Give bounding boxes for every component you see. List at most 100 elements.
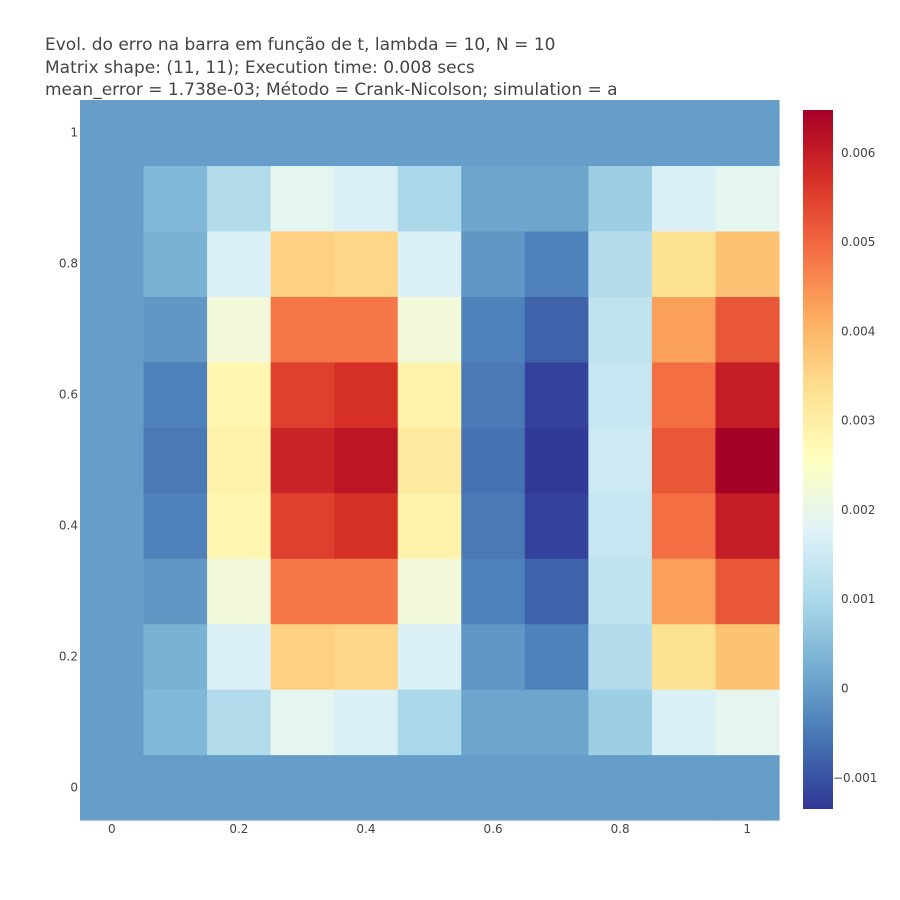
heatmap-cell: [334, 492, 399, 559]
colorbar-tick-label: 0: [841, 681, 849, 695]
heatmap-cell: [461, 165, 526, 232]
heatmap-cell: [143, 165, 208, 232]
y-tick-label: 1: [70, 126, 78, 140]
heatmap-cell: [524, 689, 589, 756]
heatmap-cell: [524, 100, 589, 167]
heatmap-cell: [143, 558, 208, 625]
heatmap-cell: [588, 165, 653, 232]
heatmap-cell: [715, 296, 780, 363]
heatmap-cell: [334, 623, 399, 690]
x-tick-label: 1: [743, 822, 751, 836]
heatmap-cell: [524, 558, 589, 625]
colorbar-tick-label: 0.005: [841, 235, 875, 249]
heatmap-cell: [143, 623, 208, 690]
colorbar-tick-label: 0.002: [841, 503, 875, 517]
heatmap-cell: [651, 623, 717, 690]
heatmap-cell: [461, 492, 526, 559]
heatmap-cell: [207, 427, 272, 494]
heatmap-cell: [715, 165, 780, 232]
x-axis: 0 0.2 0.4 0.6 0.8 1: [108, 822, 751, 836]
heatmap-cell: [524, 165, 589, 232]
title-line-2: Matrix shape: (11, 11); Execution time: …: [45, 57, 475, 78]
heatmap-cell: [207, 230, 272, 297]
heatmap-cell: [397, 754, 462, 821]
x-tick-label: 0.2: [229, 822, 248, 836]
heatmap-cell: [588, 100, 653, 167]
heatmap-cell: [143, 754, 208, 821]
chart-title: Evol. do erro na barra em função de t, l…: [45, 34, 618, 102]
heatmap-cell: [80, 427, 145, 494]
heatmap-cell: [524, 492, 589, 559]
heatmap-cell: [207, 165, 272, 232]
heatmap-cell: [334, 558, 399, 625]
heatmap-cell: [715, 558, 780, 625]
heatmap-cell: [143, 492, 208, 559]
heatmap-cell: [334, 100, 399, 167]
heatmap-cell: [334, 230, 399, 297]
heatmap-cell: [588, 427, 653, 494]
heatmap-cell: [651, 558, 717, 625]
heatmap-cell: [207, 361, 272, 428]
heatmap-cell: [397, 100, 462, 167]
colorbar-tick-label: 0.004: [841, 324, 875, 338]
colorbar-ticks: −0.001 0 0.001 0.002 0.003 0.004 0.005 0.006: [833, 146, 877, 785]
y-tick-label: 0.2: [59, 649, 78, 663]
heatmap-cell: [588, 558, 653, 625]
heatmap-cell: [651, 100, 717, 167]
colorbar: [803, 110, 833, 809]
heatmap-cell: [715, 230, 780, 297]
heatmap-cell: [715, 361, 780, 428]
heatmap-cell: [588, 296, 653, 363]
heatmap-cell: [207, 296, 272, 363]
heatmap-cell: [397, 296, 462, 363]
heatmap-cell: [397, 427, 462, 494]
heatmap-cell: [270, 230, 335, 297]
heatmap-cell: [524, 296, 589, 363]
heatmap-cell: [334, 689, 399, 756]
y-axis: 0 0.2 0.4 0.6 0.8 1: [59, 126, 78, 795]
heatmap-cell: [397, 165, 462, 232]
heatmap-cell: [397, 623, 462, 690]
heatmap-cell: [143, 689, 208, 756]
heatmap-cell: [651, 296, 717, 363]
colorbar-tick-label: 0.001: [841, 592, 875, 606]
heatmap-cell: [651, 361, 717, 428]
heatmap-cell: [334, 165, 399, 232]
heatmap-cell: [651, 427, 717, 494]
heatmap-cells: [80, 100, 780, 821]
heatmap-cell: [715, 689, 780, 756]
heatmap-cell: [715, 492, 780, 559]
heatmap-cell: [651, 230, 717, 297]
heatmap-cell: [461, 754, 526, 821]
heatmap-cell: [143, 230, 208, 297]
heatmap-cell: [207, 558, 272, 625]
heatmap-cell: [651, 492, 717, 559]
heatmap-cell: [397, 492, 462, 559]
heatmap-cell: [461, 296, 526, 363]
heatmap-cell: [80, 100, 145, 167]
heatmap-cell: [80, 689, 145, 756]
heatmap-cell: [207, 754, 272, 821]
heatmap-cell: [80, 623, 145, 690]
y-tick-label: 0.4: [59, 518, 78, 532]
heatmap-cell: [588, 361, 653, 428]
heatmap-cell: [588, 623, 653, 690]
heatmap-cell: [524, 230, 589, 297]
heatmap-cell: [207, 623, 272, 690]
title-line-3: mean_error = 1.738e-03; Método = Crank-N…: [45, 80, 618, 100]
heatmap-cell: [207, 100, 272, 167]
x-tick-label: 0.8: [611, 822, 630, 836]
heatmap-cell: [397, 230, 462, 297]
colorbar-tick-label: 0.003: [841, 414, 875, 428]
x-tick-label: 0.4: [356, 822, 375, 836]
heatmap-cell: [461, 427, 526, 494]
heatmap-cell: [334, 296, 399, 363]
heatmap-cell: [651, 689, 717, 756]
heatmap-cell: [651, 165, 717, 232]
heatmap-cell: [334, 754, 399, 821]
colorbar-tick-label: −0.001: [833, 771, 877, 785]
heatmap-cell: [143, 296, 208, 363]
heatmap-cell: [270, 492, 335, 559]
heatmap-cell: [80, 558, 145, 625]
heatmap-cell: [80, 361, 145, 428]
